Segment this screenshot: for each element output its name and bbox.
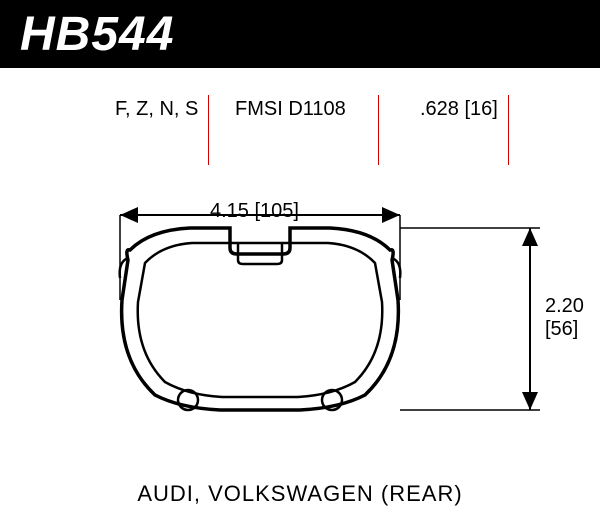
- diagram-svg: [0, 0, 600, 527]
- brake-pad-outline: [120, 228, 401, 410]
- height-arrow: [400, 228, 540, 410]
- application-text: AUDI, VOLKSWAGEN (REAR): [0, 481, 600, 507]
